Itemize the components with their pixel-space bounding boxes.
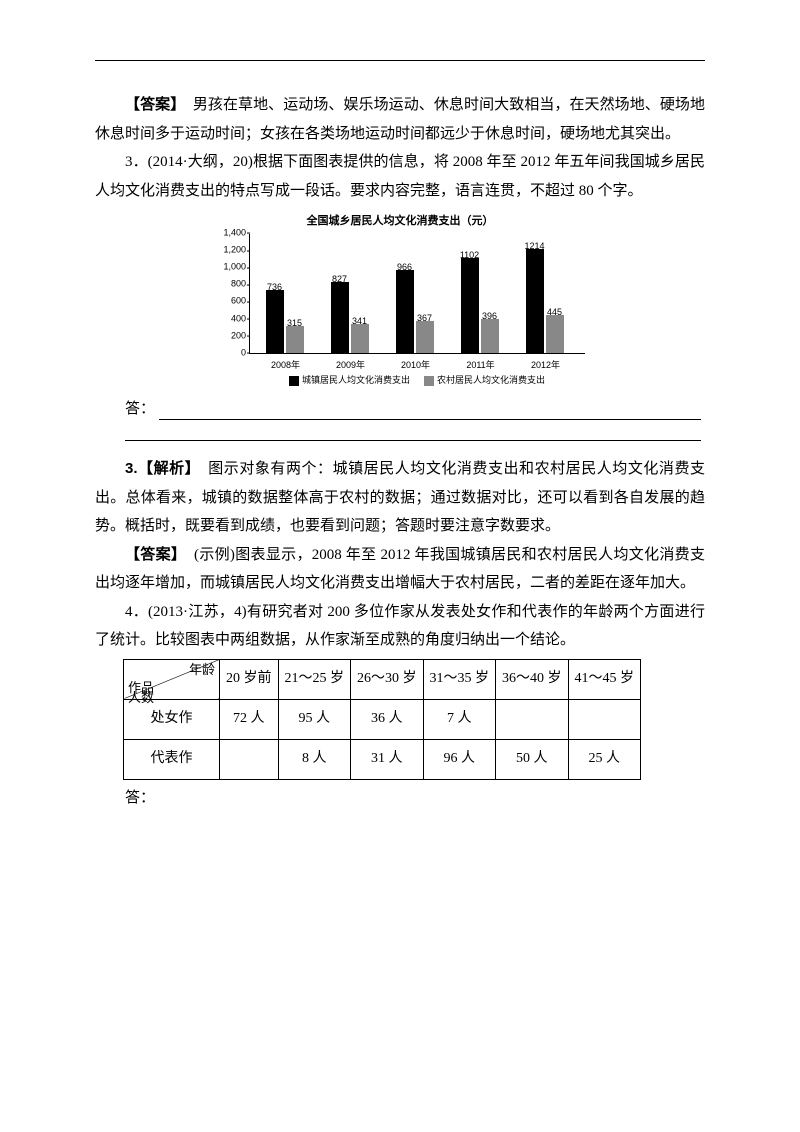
legend-rural: 农村居民人均文化消费支出 [424,372,545,389]
q2-answer-text: 男孩在草地、运动场、娱乐场运动、休息时间大致相当，在天然场地、硬场地休息时间多于… [95,97,705,142]
bar-rural: 341 [351,324,369,353]
col-1: 21～25 岁 [278,659,351,699]
cell [220,739,279,779]
bar-group: 7363152008年 [266,290,316,353]
legend-rural-label: 农村居民人均文化消费支出 [437,375,545,385]
ytick: 600 [216,293,246,310]
row-1-label: 代表作 [124,739,220,779]
bar-group: 11023962011年 [461,258,511,352]
ytick: 1,400 [216,224,246,241]
q3-analysis-label: 3.【解析】 [125,460,193,477]
x-category-label: 2010年 [386,357,446,374]
diag-top-right: 年龄 [189,662,215,679]
legend-urban: 城镇居民人均文化消费支出 [289,372,410,389]
legend-rural-swatch [424,376,434,386]
bar-value-label: 827 [332,271,347,288]
q2-answer-label: 【答案】 [125,96,178,113]
bar-value-label: 315 [287,315,302,332]
bar-group: 8273412009年 [331,282,381,353]
bar-urban: 827 [331,282,349,353]
top-rule [95,60,705,61]
bar-value-label: 966 [397,259,412,276]
cell: 25 人 [568,739,641,779]
bar-value-label: 1102 [460,247,479,264]
col-3: 31～35 岁 [423,659,496,699]
q3-answer-label: 【答案】 [125,546,179,563]
col-0: 20 岁前 [220,659,279,699]
cell [568,699,641,739]
ytick: 1,000 [216,259,246,276]
bar-urban: 736 [266,290,284,353]
col-5: 41～45 岁 [568,659,641,699]
col-2: 26～30 岁 [351,659,424,699]
q3-prompt: 3．(2014·大纲，20)根据下面图表提供的信息，将 2008 年至 2012… [95,148,705,205]
q2-answer: 【答案】 男孩在草地、运动场、娱乐场运动、休息时间大致相当，在天然场地、硬场地休… [95,91,705,148]
bar-rural: 445 [546,315,564,353]
bar-group: 12144452012年 [526,249,576,353]
bar-value-label: 445 [547,304,562,321]
q3-answer-line-1: 答： [95,395,705,424]
q3-answer: 【答案】 (示例)图表显示，2008 年至 2012 年我国城镇居民和农村居民人… [95,541,705,598]
q4-prompt: 4．(2013·江苏，4)有研究者对 200 多位作家从发表处女作和代表作的年龄… [95,598,705,655]
chart-title: 全国城乡居民人均文化消费支出（元） [215,211,585,232]
cell [496,699,569,739]
ytick: 0 [216,344,246,361]
q3-analysis: 3.【解析】 图示对象有两个：城镇居民人均文化消费支出和农村居民人均文化消费支出… [95,455,705,541]
q4-table: 年龄 人数 作品 20 岁前 21～25 岁 26～30 岁 31～35 岁 3… [123,659,641,780]
cell: 72 人 [220,699,279,739]
ytick: 400 [216,310,246,327]
bar-group: 9663672010年 [396,270,446,353]
bar-value-label: 367 [417,310,432,327]
legend-urban-swatch [289,376,299,386]
cell: 96 人 [423,739,496,779]
x-category-label: 2012年 [516,357,576,374]
bar-urban: 966 [396,270,414,353]
diag-cell: 年龄 人数 作品 [124,659,220,699]
legend-urban-label: 城镇居民人均文化消费支出 [302,375,410,385]
bar-rural: 367 [416,321,434,352]
cell: 8 人 [278,739,351,779]
bar-value-label: 736 [267,279,282,296]
diag-bottom-left: 作品 [128,680,154,697]
cell: 31 人 [351,739,424,779]
bar-value-label: 1214 [524,238,544,255]
q3-answer-text: (示例)图表显示，2008 年至 2012 年我国城镇居民和农村居民人均文化消费… [95,547,705,592]
cell: 7 人 [423,699,496,739]
chart-plot: 02004006008001,0001,2001,4007363152008年8… [249,234,585,354]
q4-ans-label: 答： [95,784,705,813]
cell: 36 人 [351,699,424,739]
x-category-label: 2008年 [256,357,316,374]
q3-ans-label: 答： [95,395,155,424]
cell: 50 人 [496,739,569,779]
bar-value-label: 341 [352,313,367,330]
bar-rural: 315 [286,326,304,353]
ytick: 800 [216,276,246,293]
x-category-label: 2011年 [451,357,511,374]
blank-line [159,395,701,421]
x-category-label: 2009年 [321,357,381,374]
q3-chart: 全国城乡居民人均文化消费支出（元） 02004006008001,0001,20… [215,211,585,389]
q3-answer-line-2 [125,423,701,441]
ytick: 1,200 [216,242,246,259]
chart-legend: 城镇居民人均文化消费支出 农村居民人均文化消费支出 [249,372,585,389]
table-row: 处女作 72 人 95 人 36 人 7 人 [124,699,641,739]
bar-rural: 396 [481,319,499,353]
table-header-row: 年龄 人数 作品 20 岁前 21～25 岁 26～30 岁 31～35 岁 3… [124,659,641,699]
col-4: 36～40 岁 [496,659,569,699]
bar-value-label: 396 [482,308,497,325]
ytick: 200 [216,327,246,344]
table-row: 代表作 8 人 31 人 96 人 50 人 25 人 [124,739,641,779]
bar-urban: 1214 [526,249,544,353]
cell: 95 人 [278,699,351,739]
bar-urban: 1102 [461,258,479,352]
